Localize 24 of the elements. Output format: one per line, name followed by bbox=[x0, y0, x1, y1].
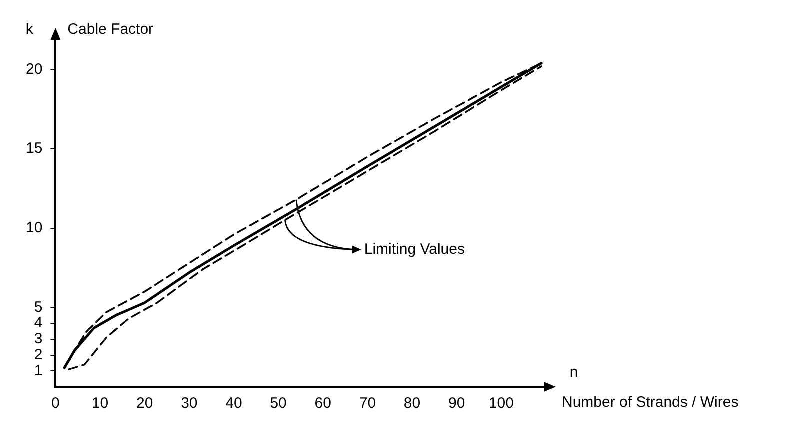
x-tick-label: 80 bbox=[404, 395, 421, 412]
y-tick-label: 5 bbox=[34, 298, 43, 316]
x-tick-label: 30 bbox=[181, 395, 198, 412]
x-tick-label: 10 bbox=[92, 395, 109, 412]
y-axis-title: Cable Factor bbox=[68, 21, 154, 38]
x-tick-label: 60 bbox=[314, 395, 332, 412]
y-tick-label: 20 bbox=[26, 60, 43, 78]
x-tick-label: 20 bbox=[136, 395, 154, 412]
x-tick-label: 50 bbox=[270, 395, 287, 412]
x-tick-label: 90 bbox=[448, 395, 466, 412]
text: n bbox=[570, 364, 578, 382]
annotation: Limiting Values bbox=[364, 240, 465, 258]
x-tick-label: 100 bbox=[488, 395, 514, 412]
text: k bbox=[26, 21, 34, 38]
x-tick-label: 70 bbox=[359, 395, 376, 412]
y-tick-label: 15 bbox=[26, 140, 43, 158]
y-tick-label: 1 bbox=[34, 362, 43, 380]
y-tick-label: 2 bbox=[34, 346, 43, 364]
y-tick-label: 3 bbox=[34, 330, 43, 348]
x-axis-title: Number of Strands / Wires bbox=[562, 394, 739, 412]
x-tick-label: 40 bbox=[226, 395, 242, 412]
x-tick-label: 0 bbox=[52, 395, 60, 412]
y-tick-label: 10 bbox=[26, 220, 43, 237]
y-tick-label: 4 bbox=[34, 314, 43, 332]
